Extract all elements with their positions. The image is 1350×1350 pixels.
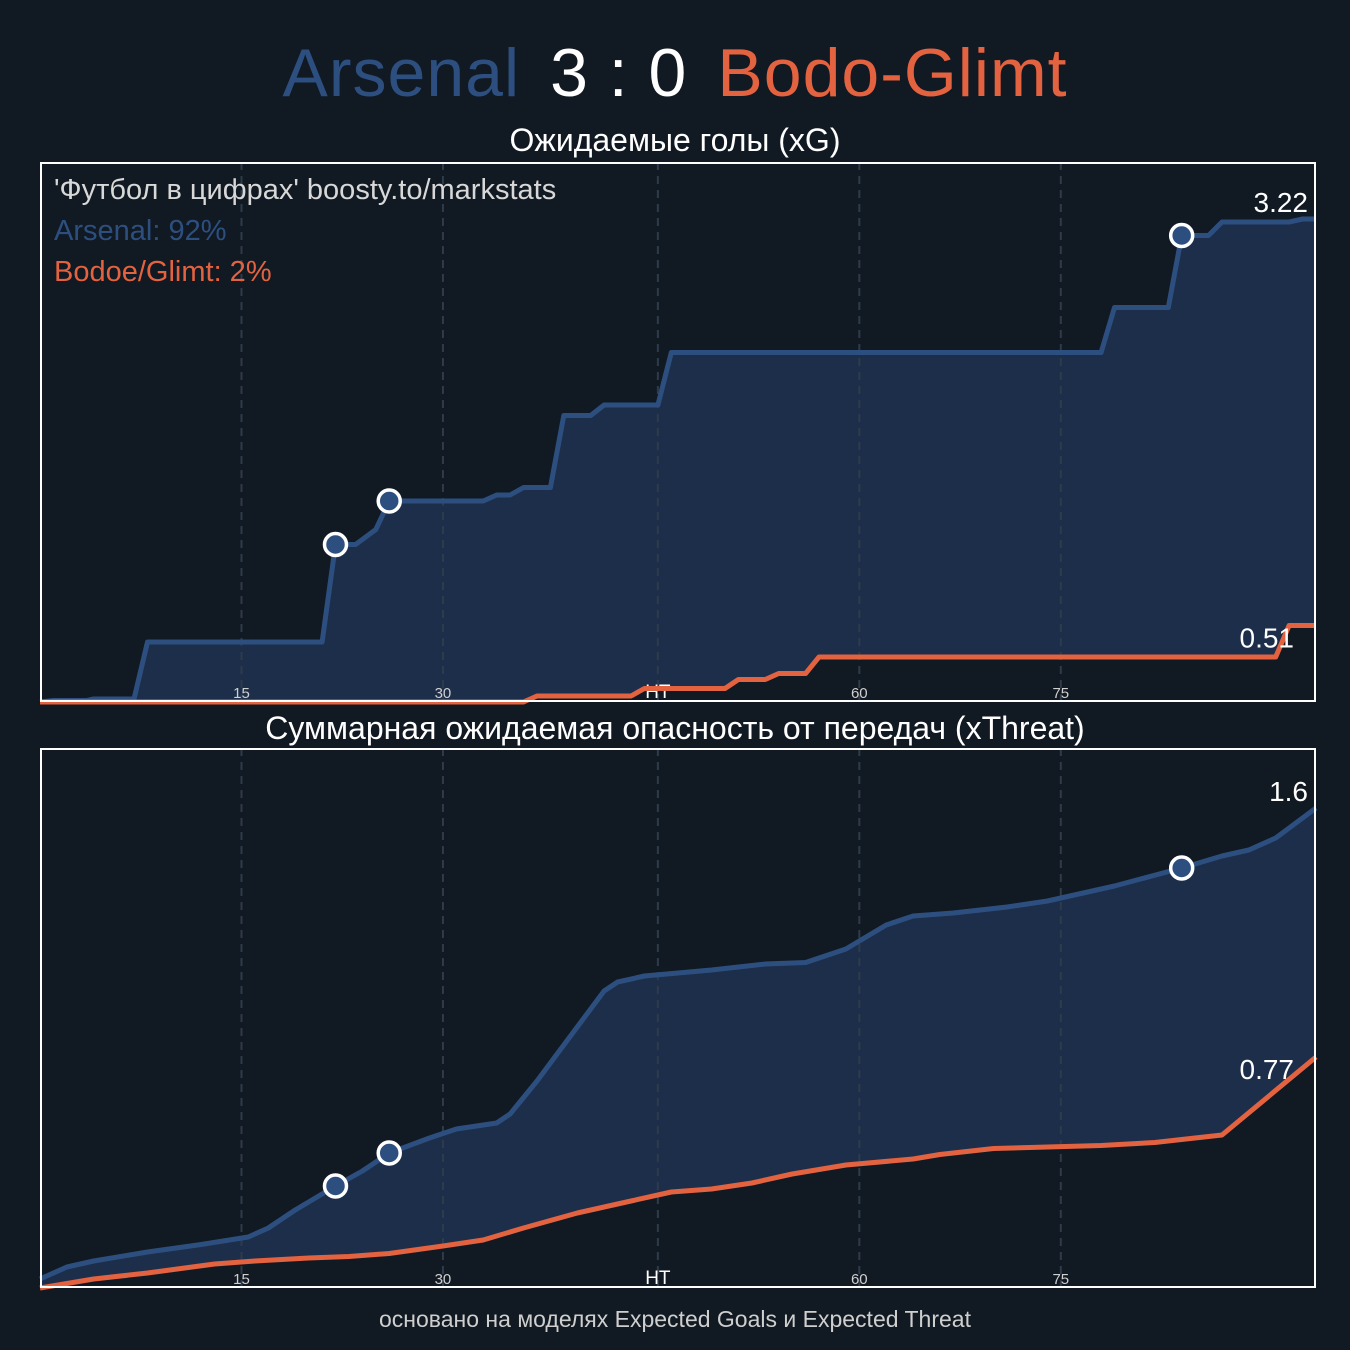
- xthreat-x-tick-label: 30: [435, 1271, 452, 1288]
- xthreat-away-final-label: 0.77: [1240, 1054, 1295, 1085]
- xg-x-tick-label: 60: [851, 685, 868, 702]
- xthreat-home-final-label: 1.6: [1269, 776, 1308, 807]
- xg-away-final-label: 0.51: [1240, 623, 1295, 654]
- match-score: 3 : 0: [550, 35, 688, 111]
- xthreat-frame: [40, 748, 1316, 1288]
- xg-chart-title: Ожидаемые голы (xG): [509, 122, 841, 158]
- xg-home-final-label: 3.22: [1254, 187, 1309, 218]
- xg-area-fill: [40, 219, 1316, 702]
- xthreat-goal-marker: [1168, 855, 1195, 881]
- xthreat-x-tick-label: 60: [851, 1271, 868, 1288]
- xg-chart: 15 30 HT 60 75 3.22 0.51 'Футбол в цифрах' boo…: [39, 162, 1316, 705]
- xg-goal-marker: [1168, 222, 1195, 249]
- credit-text: 'Футбол в цифрах' boosty.to/markstats: [54, 174, 557, 206]
- home-team-name: Arsenal: [282, 35, 521, 111]
- xthreat-chart: 15 30 HT 60 75 1.6 0.77: [38, 748, 1318, 1291]
- xg-x-tick-label: 15: [233, 685, 250, 702]
- xthreat-chart-title: Суммарная ожидаемая опасность от передач…: [265, 710, 1085, 746]
- match-header: Arsenal 3 : 0 Bodo-Glimt: [0, 28, 1350, 118]
- xthreat-area-fill: [40, 808, 1316, 1288]
- xthreat-x-tick-label: 75: [1052, 1271, 1069, 1288]
- xthreat-chart-plot: 15 30 HT 60 75 1.6 0.77: [38, 748, 1318, 1291]
- footer-note: основано на моделях Expected Goals и Exp…: [379, 1306, 971, 1332]
- xthreat-goal-marker: [376, 1140, 402, 1166]
- xthreat-x-tick-label: 15: [233, 1271, 250, 1288]
- xg-goal-marker: [376, 488, 402, 514]
- xthreat-home-series-line: [38, 805, 1318, 1282]
- xthreat-goal-marker: [322, 1173, 349, 1199]
- xg-chart-plot: 15 30 HT 60 75 3.22 0.51: [39, 162, 1316, 705]
- xg-x-tick-label: 75: [1052, 685, 1069, 702]
- home-win-probability: Arsenal: 92%: [54, 215, 227, 247]
- xg-away-series-line: [40, 623, 1316, 705]
- xg-goal-marker: [322, 531, 349, 558]
- xg-x-tick-label: 30: [435, 685, 452, 702]
- xthreat-away-series-line: [39, 1055, 1318, 1291]
- xg-x-tick-label: HT: [645, 682, 671, 703]
- xg-frame: [40, 162, 1316, 702]
- xg-legend: 'Футбол в цифрах' boosty.to/markstats Ar…: [54, 170, 556, 293]
- xthreat-x-tick-label: HT: [645, 1268, 671, 1289]
- away-win-probability: Bodoe/Glimt: 2%: [54, 256, 272, 288]
- away-team-name: Bodo-Glimt: [717, 35, 1068, 111]
